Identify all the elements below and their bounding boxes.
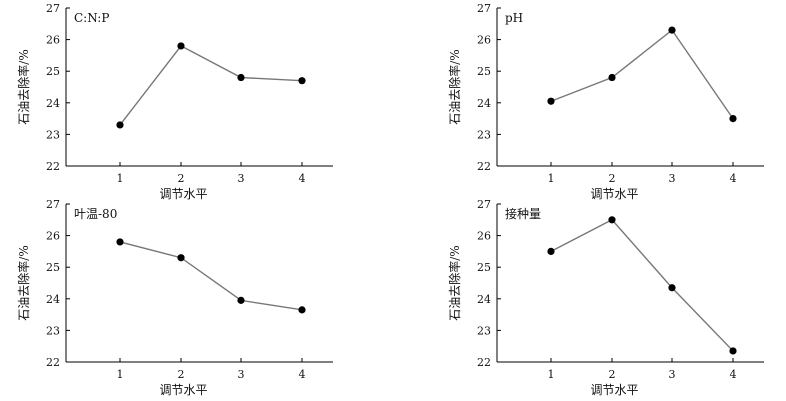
data-point (729, 347, 737, 355)
y-tick-label: 26 (46, 34, 60, 47)
data-point (668, 26, 676, 34)
y-tick-label: 27 (477, 198, 491, 211)
data-point (668, 284, 676, 292)
x-axis-label: 调节水平 (159, 187, 207, 201)
panel-title: 叶温-80 (74, 207, 117, 221)
y-tick-label: 22 (477, 356, 491, 369)
series-line (119, 45, 303, 126)
y-tick-label: 27 (46, 198, 60, 211)
y-axis-label: 石油去除率/% (447, 49, 462, 124)
panel-title: pH (505, 11, 523, 25)
y-tick-label: 23 (477, 128, 491, 141)
y-axis-label: 石油去除率/% (447, 245, 462, 320)
data-point (547, 247, 555, 255)
data-point (177, 42, 185, 50)
x-tick-label: 3 (669, 172, 676, 185)
y-tick-label: 23 (46, 128, 60, 141)
y-tick-label: 25 (477, 261, 491, 274)
x-tick-label: 2 (178, 368, 185, 381)
x-tick-label: 3 (238, 172, 245, 185)
panel-title: 接种量 (505, 206, 541, 221)
x-tick-label: 1 (548, 172, 555, 185)
y-tick-label: 26 (477, 34, 491, 47)
x-tick-label: 4 (299, 172, 306, 185)
y-tick-label: 26 (46, 230, 60, 243)
y-tick-label: 24 (477, 293, 491, 306)
x-axis-label: 调节水平 (590, 383, 638, 397)
x-tick-label: 2 (609, 368, 616, 381)
series-line (550, 218, 734, 352)
y-tick-label: 22 (46, 160, 60, 173)
x-tick-label: 4 (299, 368, 306, 381)
y-tick-label: 24 (46, 97, 60, 110)
y-tick-label: 23 (477, 324, 491, 337)
x-tick-label: 3 (669, 368, 676, 381)
data-point (729, 115, 737, 123)
y-tick-label: 24 (46, 293, 60, 306)
data-point (608, 73, 616, 82)
y-tick-label: 25 (46, 65, 60, 78)
data-point (298, 306, 306, 314)
x-tick-label: 4 (730, 172, 737, 185)
series-line (550, 29, 734, 119)
data-point (298, 77, 306, 85)
y-tick-label: 27 (46, 2, 60, 15)
y-tick-label: 22 (477, 160, 491, 173)
y-tick-label: 27 (477, 2, 491, 15)
data-point (116, 238, 124, 246)
y-tick-label: 26 (477, 230, 491, 243)
x-tick-label: 3 (238, 368, 245, 381)
y-tick-label: 23 (46, 324, 60, 337)
data-point (177, 254, 185, 262)
y-tick-label: 24 (477, 97, 491, 110)
x-tick-label: 1 (117, 172, 124, 185)
x-axis-label: 调节水平 (159, 383, 207, 397)
series-line (119, 241, 303, 311)
data-point (547, 97, 555, 105)
x-axis-label: 调节水平 (590, 187, 638, 201)
data-point (608, 216, 616, 224)
data-point (116, 121, 124, 129)
y-axis-label: 石油去除率/% (16, 49, 31, 124)
y-axis-label: 石油去除率/% (16, 245, 31, 320)
x-tick-label: 1 (548, 368, 555, 381)
x-tick-label: 2 (609, 172, 616, 185)
data-point (237, 296, 245, 304)
y-tick-label: 22 (46, 356, 60, 369)
x-tick-label: 4 (730, 368, 737, 381)
panel-title: C:N:P (74, 11, 109, 25)
x-tick-label: 1 (117, 368, 124, 381)
y-tick-label: 25 (46, 261, 60, 274)
data-point (237, 73, 245, 82)
x-tick-label: 2 (178, 172, 185, 185)
y-tick-label: 25 (477, 65, 491, 78)
